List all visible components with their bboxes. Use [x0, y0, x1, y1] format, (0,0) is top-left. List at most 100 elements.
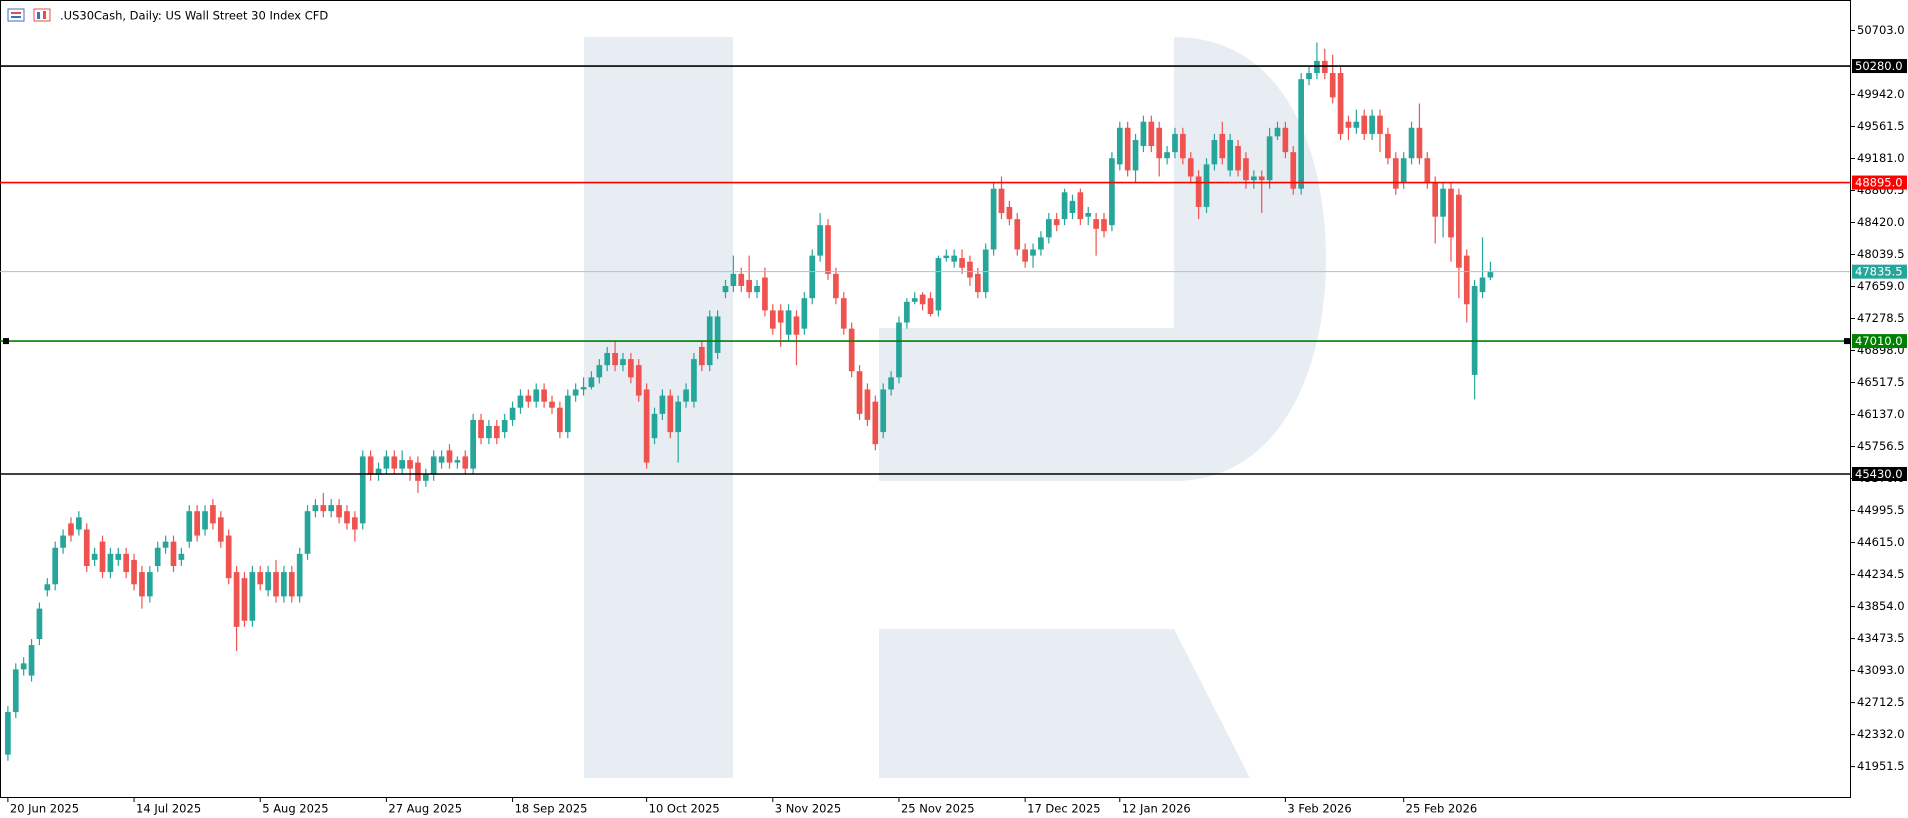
candle-body	[557, 407, 563, 433]
x-tick-label: 3 Feb 2026	[1287, 802, 1351, 816]
candle-body	[1290, 152, 1297, 189]
candle-body	[1274, 127, 1281, 137]
x-tick-label: 10 Oct 2025	[649, 802, 720, 816]
x-tick-label: 12 Jan 2026	[1122, 802, 1191, 816]
candle-body	[746, 279, 752, 293]
candle-body	[564, 395, 571, 433]
candle-body	[446, 450, 453, 463]
candle-body	[651, 413, 658, 439]
icon	[37, 12, 40, 19]
candle-body	[304, 511, 311, 554]
candle-body	[620, 359, 626, 366]
candle-body	[1329, 73, 1336, 98]
level-label-box	[1852, 334, 1907, 349]
candle-body	[1487, 271, 1494, 278]
candle-body	[210, 505, 216, 524]
candle-body	[486, 425, 492, 439]
candle-body	[1306, 73, 1312, 80]
marks	[5, 42, 1494, 761]
icon	[11, 12, 21, 14]
candle-body	[809, 255, 816, 299]
y-tick-label: 46517.5	[1857, 375, 1905, 389]
candle-body	[1227, 139, 1234, 171]
candle-body	[769, 310, 776, 329]
candle-body	[974, 273, 981, 293]
candle-body	[919, 294, 926, 305]
candle-body	[217, 517, 224, 542]
y-tick-label: 46137.0	[1857, 407, 1905, 421]
y-tick-label: 45756.5	[1857, 439, 1905, 453]
candle-body	[1053, 219, 1060, 226]
candle-body	[462, 456, 469, 469]
candle-body	[580, 387, 587, 390]
candle-body	[296, 553, 303, 597]
candle-body	[1101, 219, 1107, 232]
candle-body	[982, 249, 989, 293]
candle-body	[1132, 139, 1139, 171]
candle-body	[344, 511, 350, 524]
candle-body	[1337, 73, 1344, 134]
candle-body	[1250, 176, 1257, 181]
candle-body	[288, 572, 295, 597]
candle-body	[596, 365, 603, 378]
candle-body	[1203, 164, 1210, 207]
y-tick-label: 43093.0	[1857, 663, 1905, 677]
candle-body	[1235, 146, 1241, 171]
candle-body	[1408, 127, 1415, 159]
x-tick-label: 3 Nov 2025	[775, 802, 841, 816]
candle-body	[1298, 79, 1304, 189]
candle-body	[1432, 182, 1439, 217]
candle-body	[762, 277, 768, 311]
candle-body	[1266, 136, 1273, 181]
candle-body	[1243, 158, 1249, 181]
candle-body	[470, 419, 476, 469]
candle-body	[856, 371, 863, 414]
candle-body	[1392, 158, 1399, 189]
candle-body	[162, 541, 169, 548]
watermark-leg	[879, 629, 1250, 778]
candle-body	[273, 572, 279, 597]
candle-body	[194, 511, 200, 536]
candle-body	[367, 456, 374, 475]
candle-body	[793, 316, 800, 335]
candle-body	[1030, 249, 1036, 256]
candle-body	[785, 310, 792, 335]
candle-body	[478, 419, 484, 439]
candle-body	[738, 273, 745, 286]
candle-body	[36, 608, 43, 640]
candle-body	[967, 261, 973, 278]
candle-body	[178, 553, 185, 560]
candle-body	[777, 310, 784, 323]
candle-body	[139, 572, 145, 597]
candle-body	[1219, 133, 1226, 159]
x-tick-label: 17 Dec 2025	[1027, 802, 1100, 816]
candle-body	[352, 517, 358, 530]
candle-body	[1172, 133, 1178, 153]
candle-body	[825, 225, 831, 274]
candle-body	[1377, 115, 1383, 134]
candle-body	[493, 425, 500, 439]
candle-body	[233, 572, 240, 627]
level-label-box	[1852, 59, 1907, 74]
candle-body	[698, 346, 705, 366]
y-tick-label: 47659.0	[1857, 279, 1905, 293]
candle-body	[20, 663, 27, 670]
candle-body	[454, 460, 461, 463]
candle-body	[336, 505, 342, 518]
y-tick-label: 42712.5	[1857, 695, 1905, 709]
chart-title: .US30Cash, Daily: US Wall Street 30 Inde…	[60, 9, 328, 23]
candle-body	[1006, 206, 1013, 220]
candle-body	[635, 365, 642, 396]
candle-body	[328, 505, 335, 512]
y-tick-label: 42332.0	[1857, 727, 1905, 741]
y-tick-label: 48420.0	[1857, 215, 1905, 229]
y-tick-label: 47278.5	[1857, 311, 1905, 325]
candle-body	[1385, 133, 1391, 159]
candle-body	[1321, 60, 1328, 74]
level-label-box	[1852, 175, 1907, 190]
candle-body	[896, 322, 902, 378]
candle-body	[1369, 115, 1375, 134]
candle-body	[943, 255, 950, 259]
candle-body	[714, 316, 721, 353]
